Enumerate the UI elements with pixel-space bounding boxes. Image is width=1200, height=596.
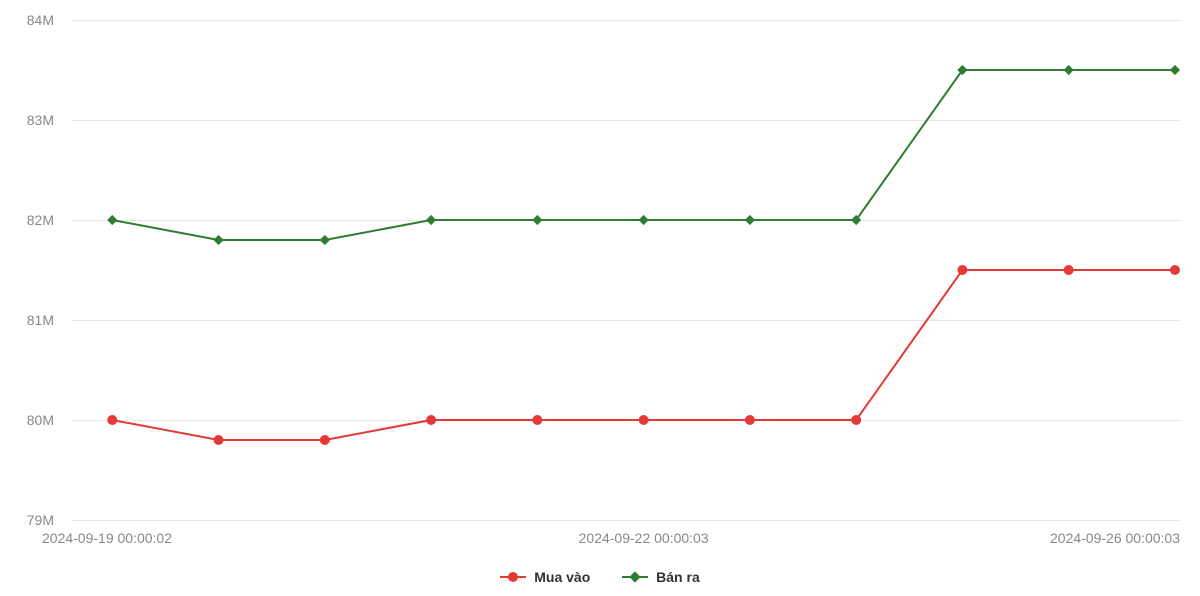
series-line-ban_ra <box>112 70 1175 240</box>
data-point[interactable] <box>320 235 330 245</box>
y-tick-label: 83M <box>27 112 54 128</box>
data-point[interactable] <box>213 235 223 245</box>
legend-swatch-mua-vao <box>500 576 526 578</box>
data-point[interactable] <box>426 215 436 225</box>
y-tick-label: 84M <box>27 12 54 28</box>
x-tick-label: 2024-09-19 00:00:02 <box>42 530 172 546</box>
x-tick-label: 2024-09-22 00:00:03 <box>579 530 709 546</box>
legend-label: Bán ra <box>656 569 700 585</box>
data-point[interactable] <box>851 415 861 425</box>
data-point[interactable] <box>1064 65 1074 75</box>
legend-item-ban-ra[interactable]: Bán ra <box>622 569 700 585</box>
data-point[interactable] <box>1170 265 1180 275</box>
x-tick-label: 2024-09-26 00:00:03 <box>1050 530 1180 546</box>
data-point[interactable] <box>745 215 755 225</box>
data-point[interactable] <box>532 415 542 425</box>
plot-area <box>72 20 1180 520</box>
y-tick-label: 82M <box>27 212 54 228</box>
y-tick-label: 81M <box>27 312 54 328</box>
data-point[interactable] <box>107 215 117 225</box>
series-line-mua_vao <box>112 270 1175 440</box>
y-tick-label: 79M <box>27 512 54 528</box>
data-point[interactable] <box>745 415 755 425</box>
data-point[interactable] <box>639 415 649 425</box>
y-tick-label: 80M <box>27 412 54 428</box>
data-point[interactable] <box>639 215 649 225</box>
gridline <box>72 520 1180 521</box>
data-point[interactable] <box>1170 65 1180 75</box>
legend-label: Mua vào <box>534 569 590 585</box>
price-line-chart: 79M 80M 81M 82M 83M 84M 2024-09-19 00:00:02 20… <box>0 0 1200 596</box>
data-point[interactable] <box>214 435 224 445</box>
data-point[interactable] <box>957 265 967 275</box>
legend: Mua vào Bán ra <box>0 565 1200 585</box>
legend-swatch-ban-ra <box>622 576 648 578</box>
data-point[interactable] <box>107 415 117 425</box>
data-point[interactable] <box>532 215 542 225</box>
data-point[interactable] <box>320 435 330 445</box>
data-point[interactable] <box>426 415 436 425</box>
data-point[interactable] <box>1064 265 1074 275</box>
legend-item-mua-vao[interactable]: Mua vào <box>500 569 590 585</box>
